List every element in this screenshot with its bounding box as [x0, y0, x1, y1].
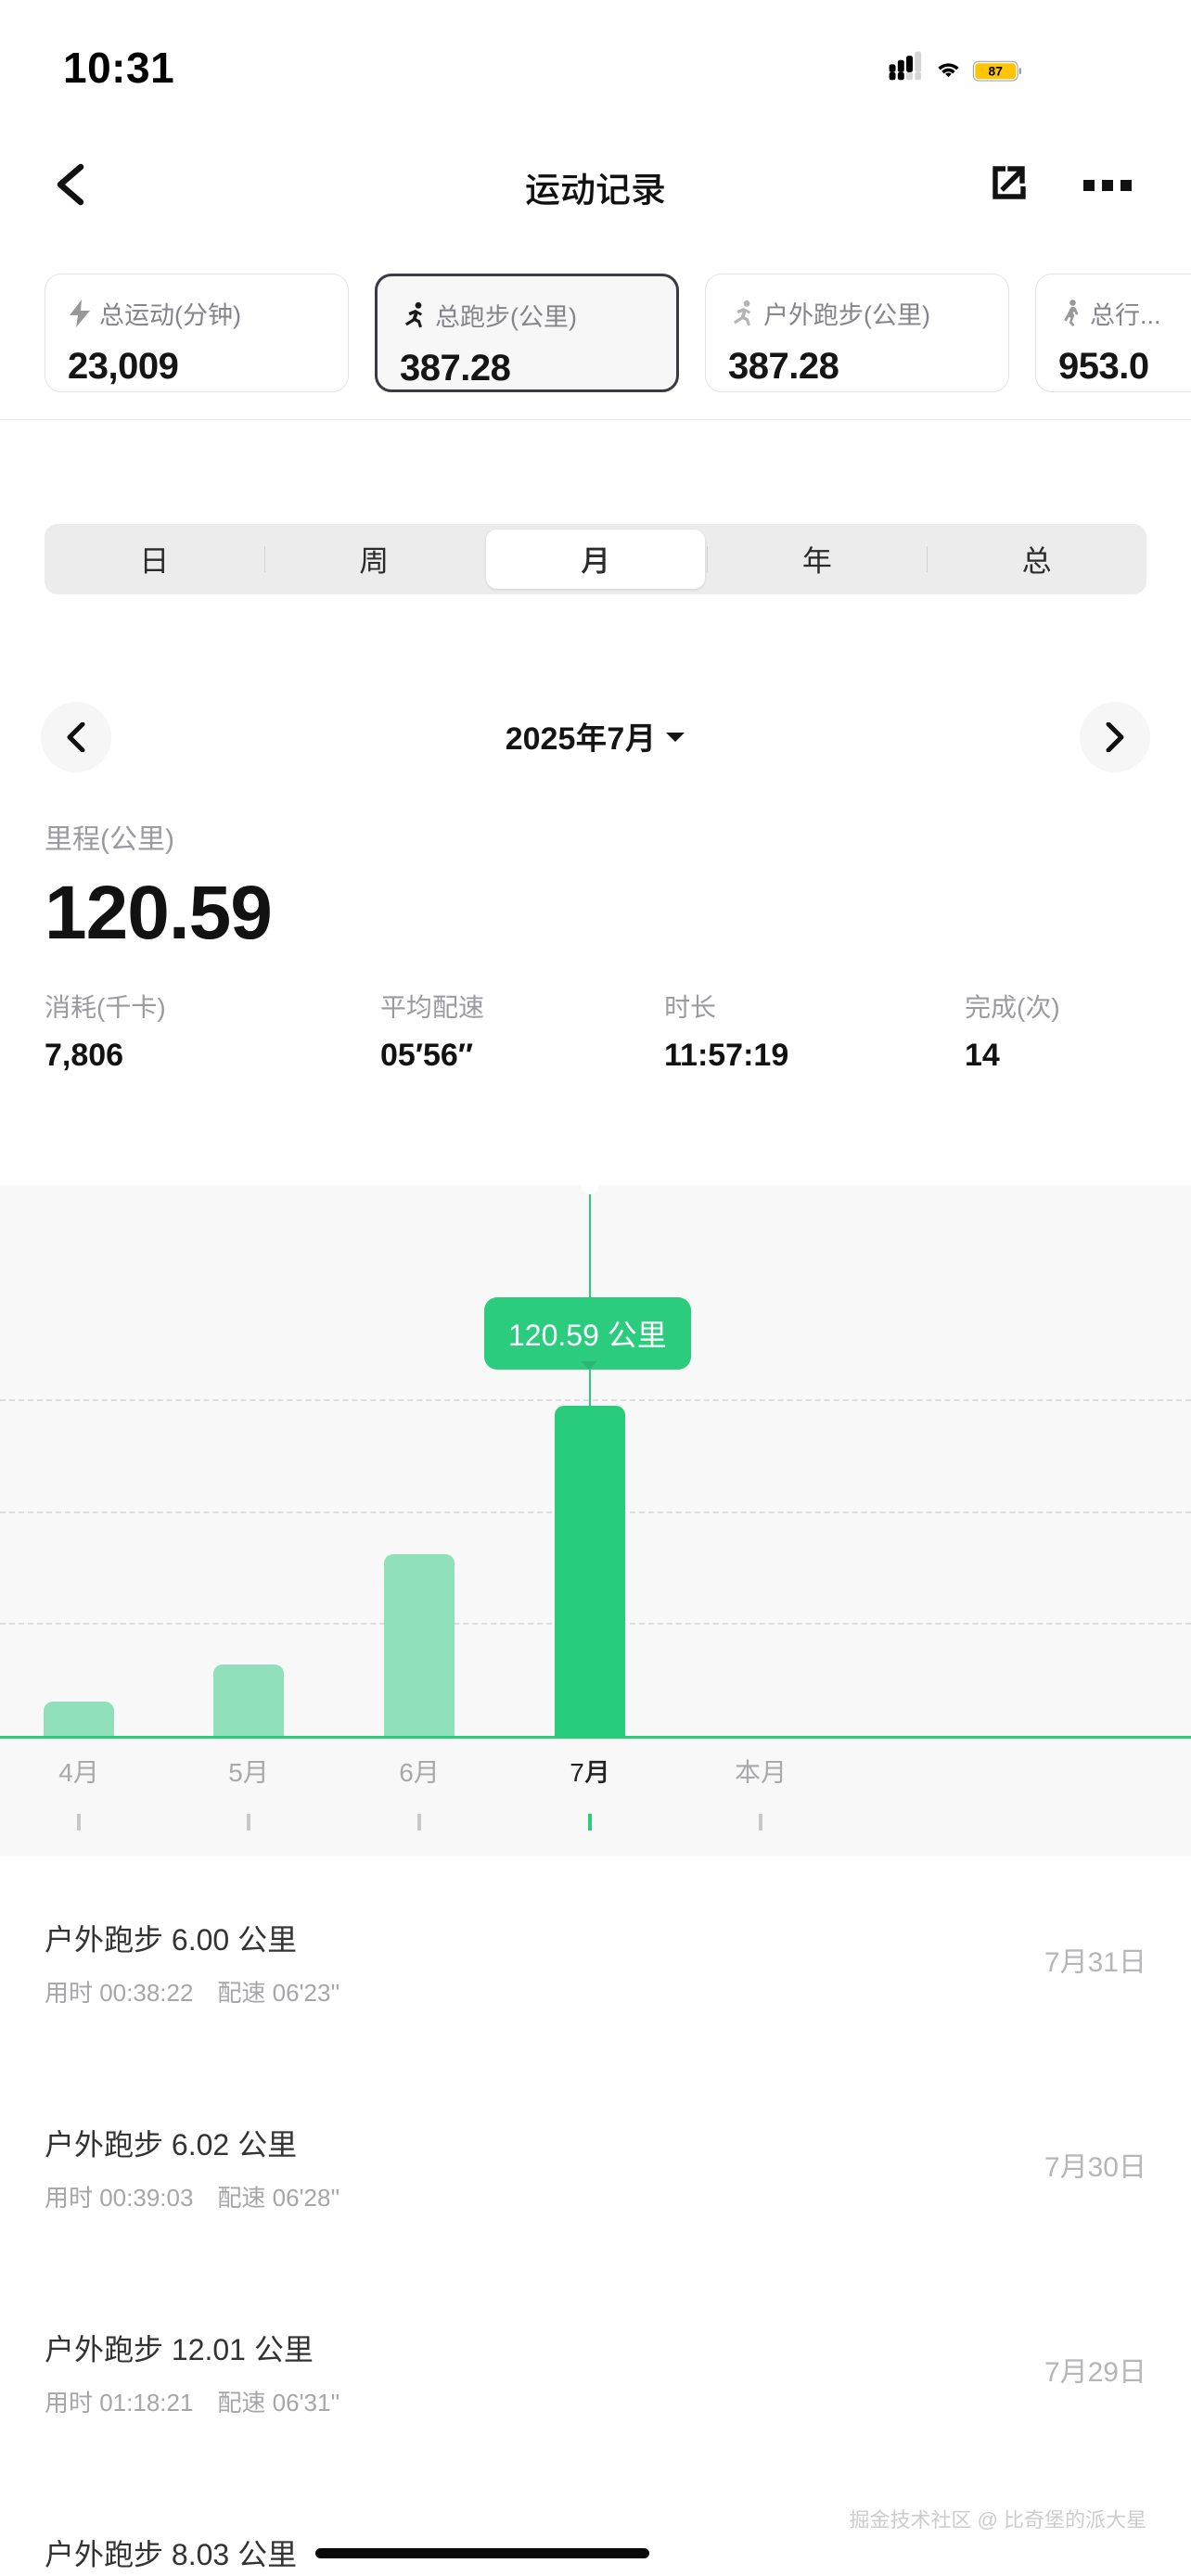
svg-text:87: 87 [989, 64, 1004, 79]
